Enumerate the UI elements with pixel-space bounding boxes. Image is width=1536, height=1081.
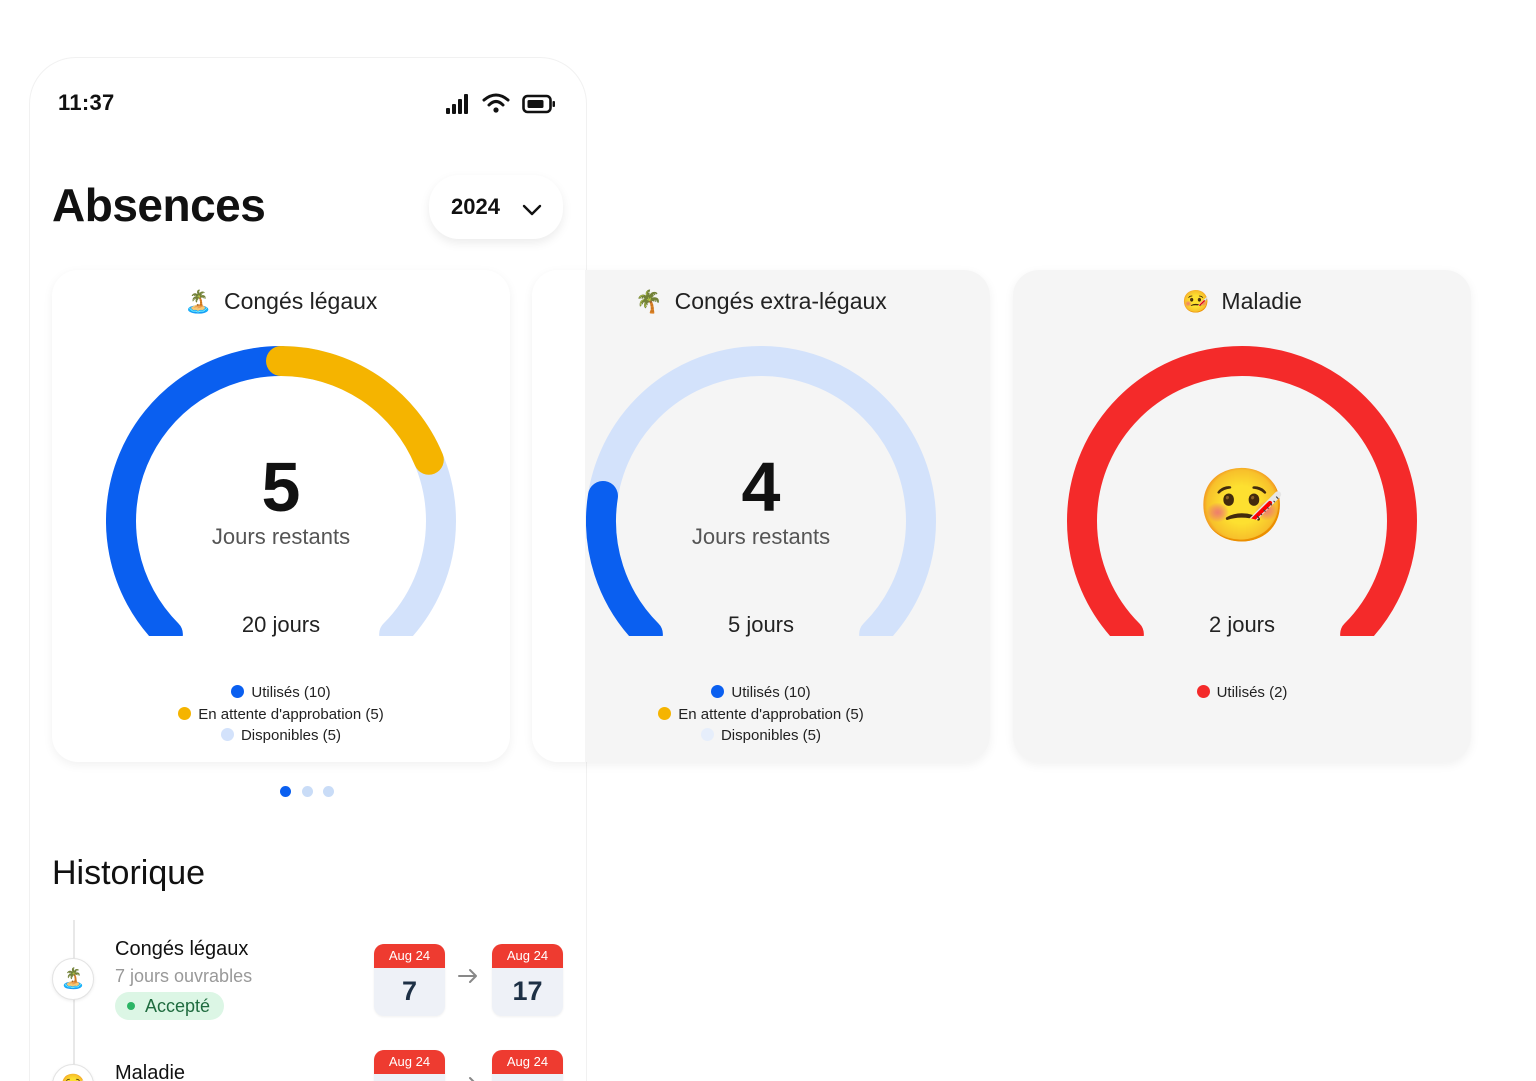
legend-dot <box>700 728 714 741</box>
wifi-icon <box>482 92 510 119</box>
date-month: Aug 24 <box>374 1050 445 1074</box>
page-title: Absences <box>52 179 266 231</box>
history-item-title: Maladie <box>115 1062 186 1081</box>
legend-dot <box>1196 685 1210 698</box>
card-title-label: Congés légaux <box>223 288 378 314</box>
year-select[interactable]: 2024 <box>429 175 563 239</box>
gauge-used-arc <box>586 480 663 636</box>
legend-available: Disponibles (5) <box>52 725 510 747</box>
status-time: 11:37 <box>58 90 115 115</box>
thermometer-face-icon: 🤒 <box>1182 289 1210 314</box>
timeline-line <box>73 920 75 1081</box>
gauge-svg <box>1067 346 1417 636</box>
total-days: 2 jours <box>1208 612 1276 637</box>
card-conges-extra-legaux[interactable]: 🌴 Congés extra-légaux 4 Jours restants 5 … <box>532 270 990 762</box>
date-to: Aug 24 17 <box>492 944 563 1016</box>
arrow-right-icon <box>457 964 479 990</box>
legend: Utilisés (2) <box>1013 682 1471 704</box>
legend-dot <box>178 706 192 720</box>
card-title-label: Maladie <box>1221 288 1302 314</box>
gauge-svg <box>586 346 936 636</box>
date-day: 17 <box>512 976 543 1006</box>
card-title: 🌴 Congés extra-légaux <box>532 288 990 315</box>
gauge-used-arc <box>1067 346 1417 636</box>
pager-dot-1[interactable] <box>280 786 291 797</box>
card-title-label: Congés extra-légaux <box>674 288 887 314</box>
date-day: 7 <box>401 976 418 1006</box>
sick-face-icon: 🤒 <box>1197 466 1287 546</box>
status-badge: Accepté <box>115 992 225 1020</box>
days-remaining-label: Jours restants <box>211 524 351 549</box>
legend: Utilisés (10) En attente d'approbation (… <box>532 682 990 747</box>
legend: Utilisés (10) En attente d'approbation (… <box>52 682 510 747</box>
date-month: Aug 24 <box>492 1050 563 1074</box>
card-title: 🏝️ Congés légaux <box>52 288 510 315</box>
pager-dot-2[interactable] <box>302 786 313 797</box>
history-title: Historique <box>52 854 206 892</box>
battery-icon <box>522 94 556 119</box>
status-dot <box>127 1002 135 1010</box>
pager-dot-3[interactable] <box>323 786 334 797</box>
gauge-used-arc <box>106 346 296 636</box>
legend-dot <box>231 685 245 698</box>
date-to: Aug 24 <box>492 1050 563 1081</box>
chevron-down-icon <box>521 197 543 223</box>
legend-available: Disponibles (5) <box>532 725 990 747</box>
legend-pending: En attente d'approbation (5) <box>532 704 990 726</box>
status-icons <box>444 90 558 118</box>
legend-used: Utilisés (10) <box>532 682 990 704</box>
card-title: 🤒 Maladie <box>1013 288 1471 315</box>
date-from: Aug 24 7 <box>374 944 445 1016</box>
date-month: Aug 24 <box>492 944 563 968</box>
card-conges-legaux[interactable]: 🏝️ Congés légaux 5 Jours restants 20 jour… <box>52 270 510 762</box>
palm-tree-icon: 🌴 <box>635 289 663 314</box>
history-item-subtitle: 7 jours ouvrables <box>115 966 253 986</box>
island-icon: 🏝️ <box>52 958 94 1000</box>
days-remaining-value: 5 <box>261 448 301 526</box>
sick-gauge <box>1067 346 1417 636</box>
days-remaining-value: 4 <box>741 448 781 526</box>
history-item-title: Congés légaux <box>115 938 249 960</box>
year-value: 2024 <box>451 194 500 219</box>
legend-dot <box>658 706 672 720</box>
date-from: Aug 24 <box>374 1050 445 1081</box>
signal-icon <box>446 94 470 119</box>
total-days: 5 jours <box>727 612 795 637</box>
island-icon: 🏝️ <box>184 289 212 314</box>
date-month: Aug 24 <box>374 944 445 968</box>
card-maladie[interactable]: 🤒 Maladie 🤒 2 jours Utilisés (2) <box>1013 270 1471 762</box>
legend-dot <box>220 728 234 741</box>
legend-dot <box>711 685 725 698</box>
legend-used: Utilisés (2) <box>1013 682 1471 704</box>
leave-gauge <box>586 346 936 636</box>
legend-used: Utilisés (10) <box>52 682 510 704</box>
total-days: 20 jours <box>241 612 321 637</box>
legend-pending: En attente d'approbation (5) <box>52 704 510 726</box>
leave-gauge <box>106 346 456 636</box>
gauge-pending-arc <box>266 346 444 475</box>
gauge-svg <box>106 346 456 636</box>
arrow-right-icon <box>457 1072 479 1081</box>
days-remaining-label: Jours restants <box>691 524 831 549</box>
